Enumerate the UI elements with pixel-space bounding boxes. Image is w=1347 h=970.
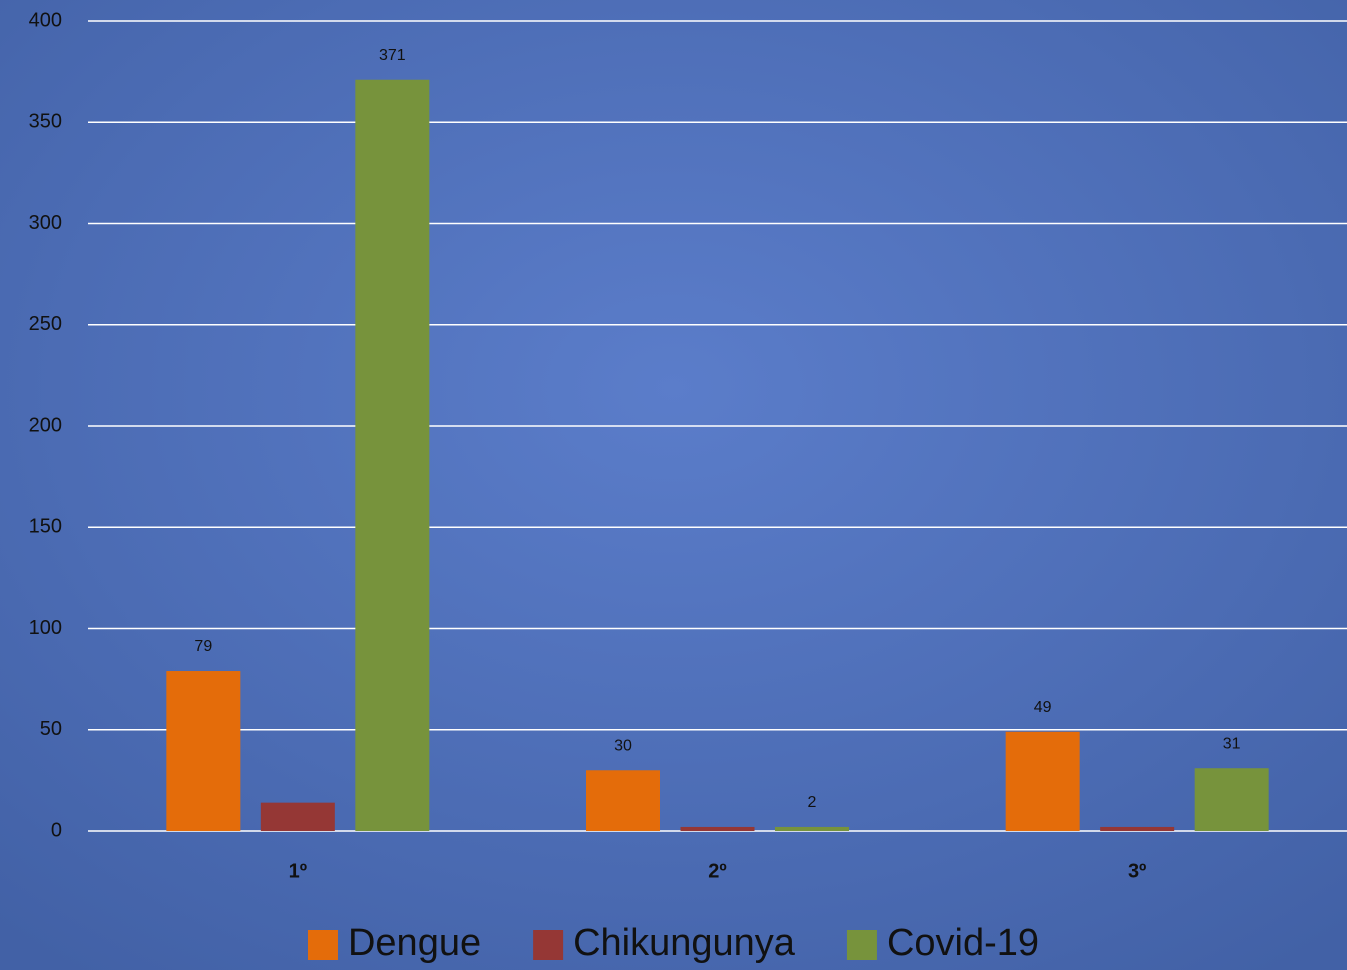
bar [1194,768,1269,831]
y-tick-label: 100 [29,617,62,639]
y-tick-label: 250 [29,313,62,335]
data-label: 2 [808,794,817,811]
bar [775,826,849,831]
x-tick-label: 1º [289,860,307,882]
bar [355,79,430,832]
legend-swatch [533,930,564,960]
y-tick-label: 400 [29,9,62,31]
x-tick-label: 3º [1128,860,1146,882]
data-label: 49 [1034,699,1052,716]
legend-swatch [846,930,877,960]
legend-label: Chikungunya [573,922,796,964]
data-label: 371 [379,47,406,64]
data-label: 31 [1223,735,1241,752]
data-label: 79 [194,638,212,655]
bar [1005,731,1080,831]
bar [1100,826,1175,831]
y-tick-label: 150 [29,516,62,538]
bar [166,671,241,831]
data-label: 30 [614,737,632,754]
y-tick-label: 50 [40,718,62,740]
y-tick-label: 300 [29,212,62,234]
legend-swatch [307,930,338,960]
x-tick-label: 2º [708,860,726,882]
bar [586,770,660,831]
legend-label: Dengue [348,922,481,964]
y-tick-label: 350 [29,111,62,133]
legend-label: Covid-19 [887,922,1039,964]
y-tick-label: 0 [51,819,62,841]
y-tick-label: 200 [29,414,62,436]
bar [680,826,755,831]
bar [260,802,335,831]
